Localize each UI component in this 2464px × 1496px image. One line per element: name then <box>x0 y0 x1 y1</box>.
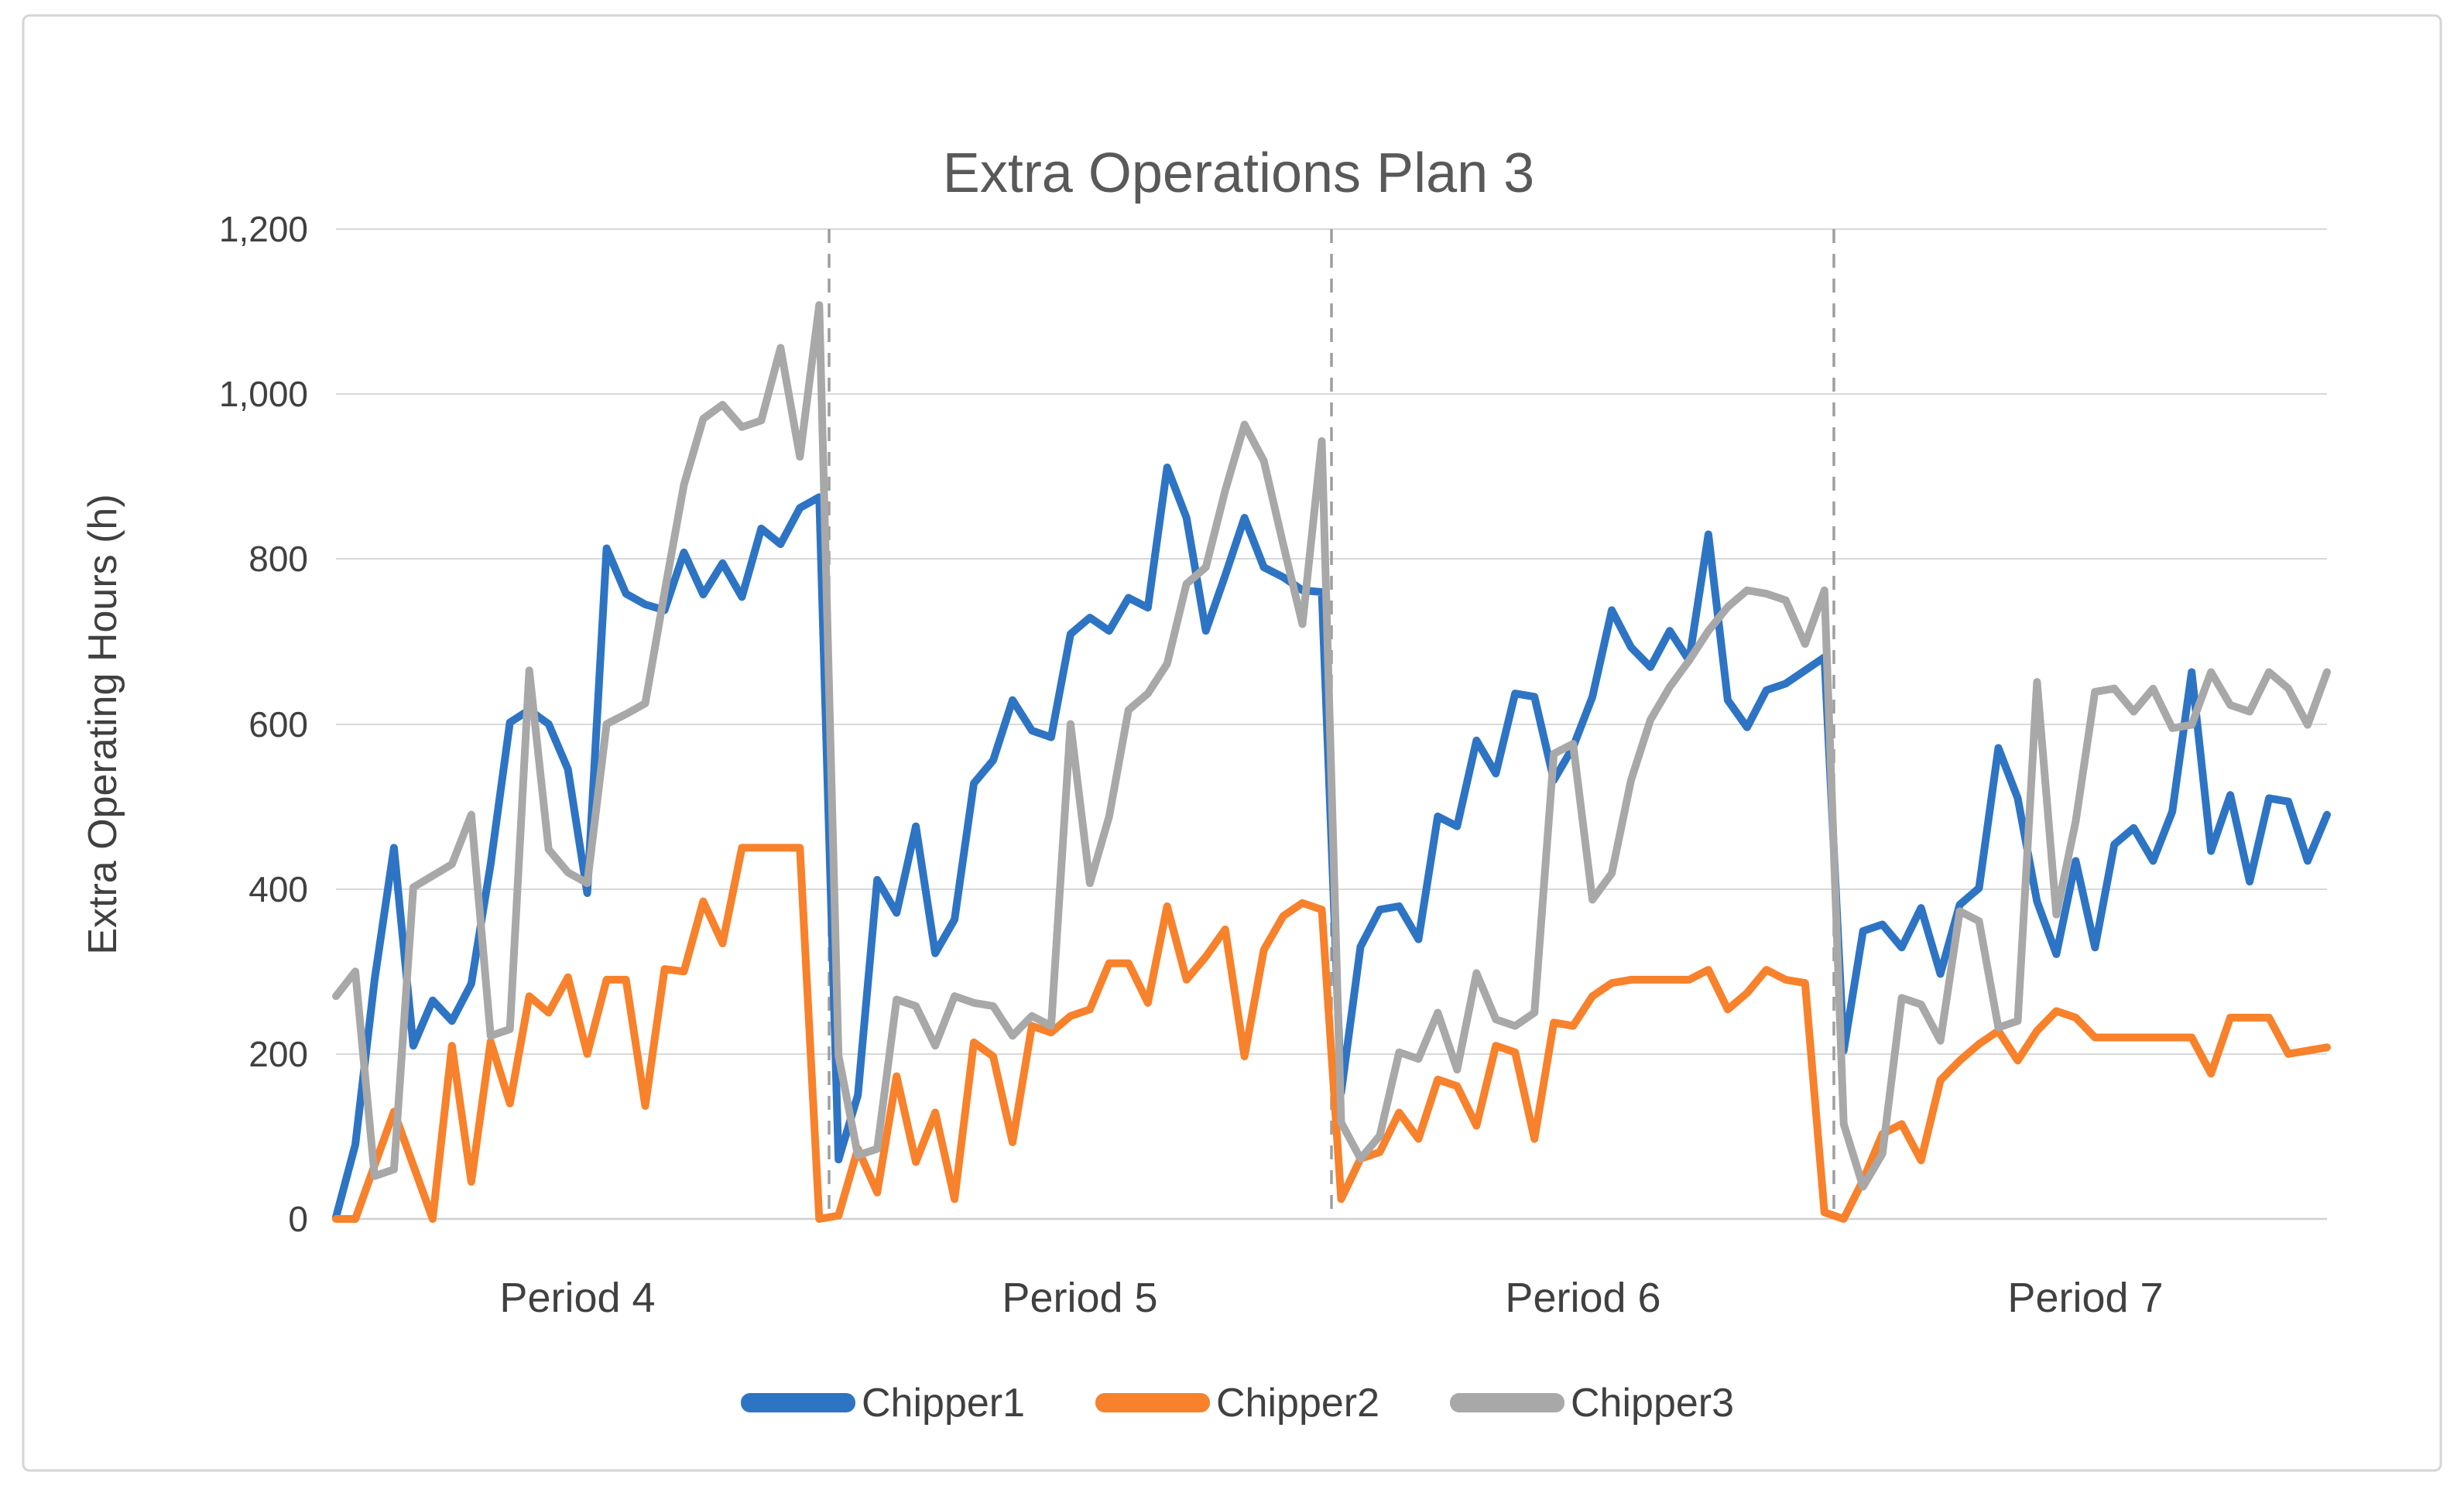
x-label-period-7: Period 7 <box>2007 1275 2163 1321</box>
legend-label-chipper2: Chipper2 <box>1216 1381 1379 1426</box>
ytick-label: 800 <box>248 539 308 579</box>
legend-swatch-chipper1 <box>741 1393 855 1412</box>
x-label-period-4: Period 4 <box>499 1275 655 1321</box>
ytick-label: 200 <box>248 1034 308 1074</box>
x-label-period-5: Period 5 <box>1002 1275 1157 1321</box>
x-label-period-6: Period 6 <box>1505 1275 1660 1321</box>
legend-item-chipper1[interactable]: Chipper1 <box>741 1381 1025 1426</box>
legend-label-chipper3: Chipper3 <box>1571 1381 1734 1426</box>
legend-swatch-chipper2 <box>1095 1393 1210 1412</box>
y-axis-title: Extra Operating Hours (h) <box>81 494 125 954</box>
y-axis-ticks: 1,200 1,000 800 600 400 200 0 <box>219 209 308 1239</box>
ytick-label: 1,000 <box>219 374 308 414</box>
series-line-1 <box>332 844 2331 1223</box>
chart-title: Extra Operations Plan 3 <box>943 142 1534 204</box>
plot-area <box>332 301 2331 1223</box>
ytick-label: 600 <box>248 704 308 745</box>
legend-item-chipper3[interactable]: Chipper3 <box>1450 1381 1734 1426</box>
legend-label-chipper1: Chipper1 <box>862 1381 1025 1426</box>
ytick-label: 0 <box>288 1199 308 1239</box>
ytick-label: 1,200 <box>219 209 308 249</box>
series-line-2 <box>332 301 2331 1191</box>
legend-item-chipper2[interactable]: Chipper2 <box>1095 1381 1379 1426</box>
figure-border <box>22 14 2442 1472</box>
ytick-label: 400 <box>248 869 308 909</box>
legend: Chipper1 Chipper2 Chipper3 <box>741 1381 1734 1426</box>
legend-swatch-chipper3 <box>1450 1393 1564 1412</box>
x-axis-labels: Period 4 Period 5 Period 6 Period 7 <box>499 1275 2163 1321</box>
